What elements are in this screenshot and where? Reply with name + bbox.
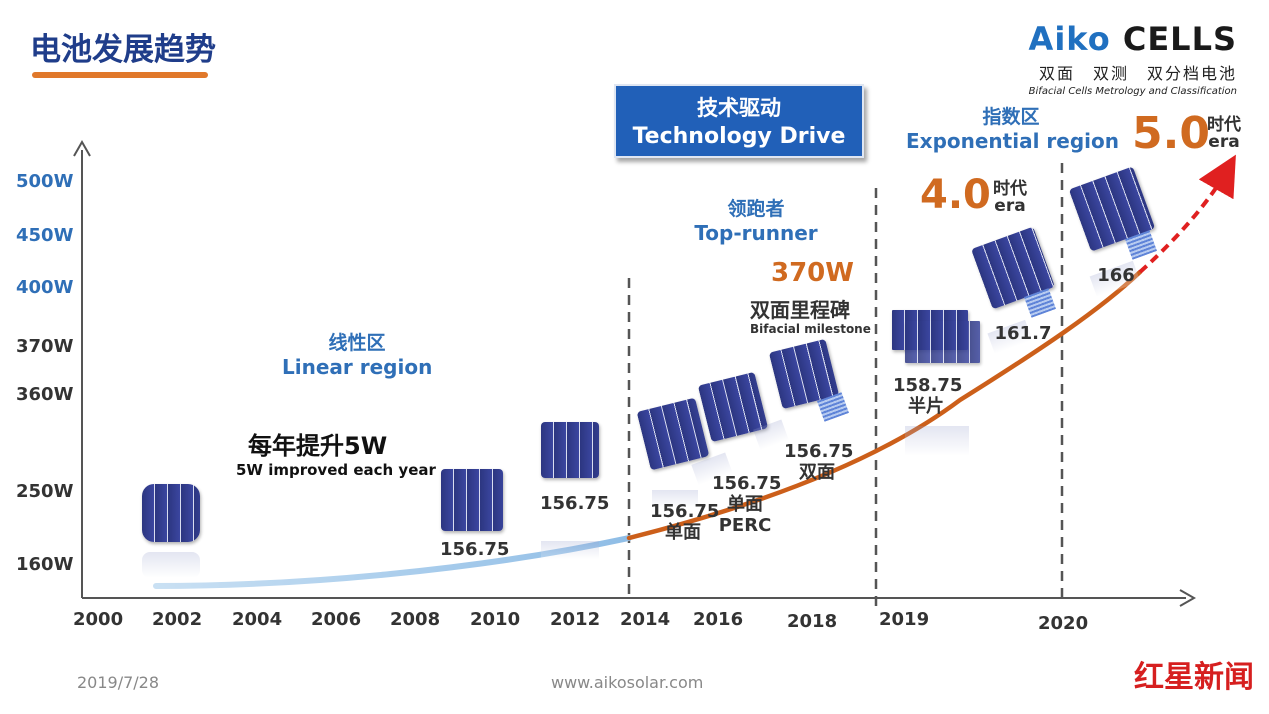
cell-label-2019: 158.75 半片 [893, 375, 963, 417]
exponential-region-label: 指数区 Exponential region [906, 102, 1119, 153]
x-axis-arrow [1179, 589, 1197, 607]
solar-cell-2002-reflection [142, 552, 200, 578]
top-runner-label: 领跑者 Top-runner [688, 194, 824, 245]
footer-date: 2019/7/28 [77, 673, 160, 692]
x-label-2019: 2019 [879, 609, 930, 630]
cell-label-2010: 156.75 [440, 539, 510, 560]
cell-label-2014: 156.75 单面 [650, 501, 720, 543]
cell-label-2016-type: 单面 [727, 494, 763, 515]
era-4-number: 4.0 [920, 172, 991, 218]
cell-label-2014-size: 156.75 [650, 501, 720, 522]
era-4-text: 时代 era [993, 181, 1027, 215]
x-label-2020: 2020 [1038, 613, 1089, 634]
exponential-region-en: Exponential region [906, 129, 1119, 153]
solar-cell-2019-back [905, 321, 980, 363]
solar-cell-2019-reflection [905, 426, 969, 456]
technology-drive-box: 技术驱动 Technology Drive [614, 84, 864, 158]
cell-label-2012-size: 156.75 [540, 493, 610, 514]
x-label-2016: 2016 [693, 609, 744, 630]
y-label-500w: 500W [16, 171, 74, 192]
exponential-region-cn: 指数区 [982, 106, 1040, 128]
cell-label-2016-size: 156.75 [712, 473, 782, 494]
cell-label-2018-size: 156.75 [784, 441, 854, 462]
cell-label-4-era-size: 161.7 [994, 323, 1052, 344]
technology-drive-en: Technology Drive [632, 124, 846, 149]
cell-label-2019-size: 158.75 [893, 375, 963, 396]
aiko-logo: Aiko CELLS 双面 双测 双分档电池 Bifacial Cells Me… [1029, 20, 1237, 97]
x-label-2012: 2012 [550, 609, 601, 630]
linear-region-cn: 线性区 [328, 332, 386, 354]
cell-label-5-era-size: 166 [1097, 265, 1135, 286]
linear-region-label: 线性区 Linear region [282, 328, 432, 379]
solar-cell-2010 [441, 469, 503, 531]
title-underline [32, 72, 208, 78]
improvement-en: 5W improved each year [236, 461, 436, 479]
solar-cell-2012 [541, 422, 599, 478]
x-label-2010: 2010 [470, 609, 521, 630]
future-arrow [1138, 154, 1236, 274]
cell-label-2018-type: 双面 [799, 462, 835, 483]
cell-label-2018: 156.75 双面 [784, 441, 854, 483]
era-5-number: 5.0 [1132, 108, 1210, 159]
era-5-text: 时代 era [1207, 117, 1241, 151]
linear-curve [153, 535, 632, 589]
solar-cell-2014-reflection [652, 490, 698, 508]
y-label-160w: 160W [16, 554, 74, 575]
solar-cell-2012-reflection [541, 541, 599, 559]
y-label-250w: 250W [16, 481, 74, 502]
era-5-cn: 时代 [1207, 115, 1241, 135]
milestone-en: Bifacial milestone [750, 322, 871, 336]
improvement-cn: 每年提升5W [248, 432, 388, 460]
y-label-360w: 360W [16, 384, 74, 405]
era-5-en: era [1208, 132, 1240, 152]
logo-tagline-cn: 双面 双测 双分档电池 [1038, 64, 1237, 83]
x-label-2006: 2006 [311, 609, 362, 630]
exponential-curve [626, 269, 1143, 541]
cell-label-2016: 156.75 单面 PERC [712, 473, 782, 536]
logo-name-b: CELLS [1122, 20, 1237, 58]
cell-label-2014-type: 单面 [665, 522, 701, 543]
news-watermark: 红星新闻 [1134, 660, 1254, 695]
x-label-2002: 2002 [152, 609, 203, 630]
era-4-en: era [994, 196, 1026, 216]
cell-label-2019-type: 半片 [908, 396, 944, 417]
x-label-2000: 2000 [73, 609, 124, 630]
x-label-2018: 2018 [787, 611, 838, 632]
cell-label-2012: 156.75 [540, 493, 610, 514]
footer-url: www.aikosolar.com [551, 673, 704, 692]
cell-label-4-era: 161.7 [993, 323, 1053, 344]
logo-tagline-en: Bifacial Cells Metrology and Classificat… [1028, 86, 1237, 97]
y-label-400w: 400W [16, 277, 74, 298]
y-label-450w: 450W [16, 225, 74, 246]
milestone-power: 370W [771, 258, 854, 288]
milestone-cn: 双面里程碑 [750, 298, 850, 322]
cell-label-2010-size: 156.75 [440, 539, 510, 560]
solar-cell-2002 [142, 484, 200, 542]
logo-name-a: Aiko [1028, 20, 1111, 58]
x-label-2014: 2014 [620, 609, 671, 630]
top-runner-en: Top-runner [694, 221, 818, 245]
technology-drive-cn: 技术驱动 [697, 96, 781, 120]
page-title: 电池发展趋势 [30, 32, 216, 68]
cell-label-2016-tech: PERC [718, 515, 772, 536]
top-runner-cn: 领跑者 [727, 198, 785, 220]
cell-label-5-era: 166 [1086, 265, 1146, 286]
x-label-2008: 2008 [390, 609, 441, 630]
x-label-2004: 2004 [232, 609, 283, 630]
y-label-370w: 370W [16, 336, 74, 357]
linear-region-en: Linear region [282, 355, 433, 379]
logo-wordmark: Aiko CELLS [1029, 20, 1237, 58]
y-axis-arrow [73, 139, 91, 157]
era-4-cn: 时代 [993, 179, 1027, 199]
